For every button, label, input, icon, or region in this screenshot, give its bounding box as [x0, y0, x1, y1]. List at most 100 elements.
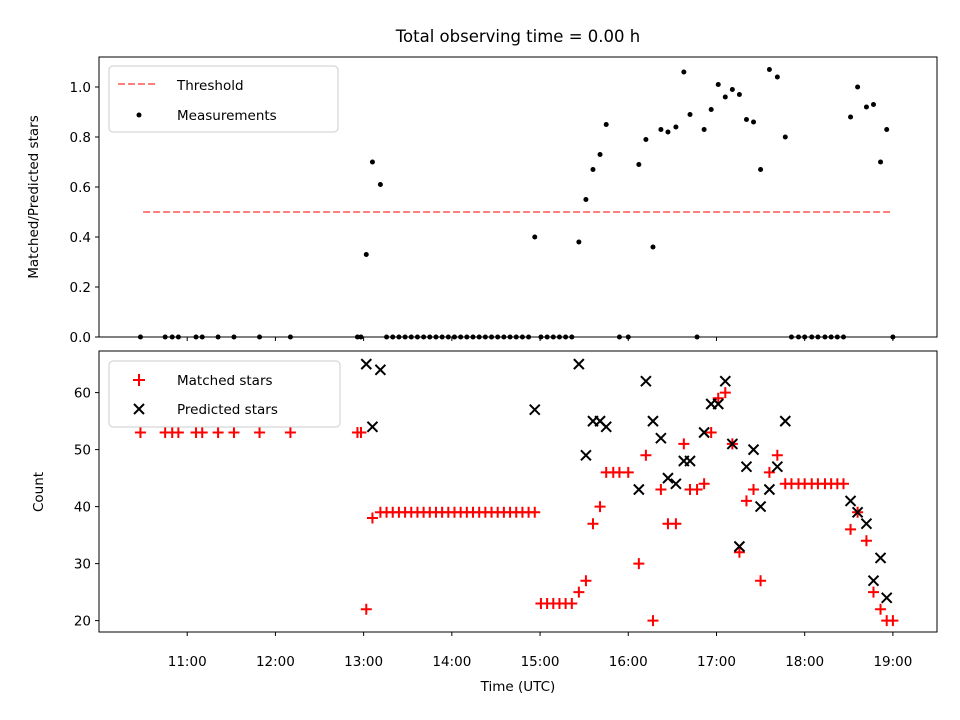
measurement-point [445, 334, 451, 340]
matched-star-marker [748, 484, 760, 496]
measurement-point [451, 334, 457, 340]
matched-star-marker [712, 392, 724, 404]
legend-measurements-swatch [136, 112, 142, 118]
measurement-point [489, 334, 495, 340]
predicted-star-marker [366, 421, 379, 433]
measurement-point [544, 334, 550, 340]
x-tick-label: 15:00 [521, 654, 560, 670]
predicted-star-marker [633, 483, 645, 496]
measurement-point [658, 127, 664, 132]
measurement-point [162, 334, 168, 340]
measurement-point [414, 334, 420, 340]
measurement-point [402, 334, 408, 340]
measurement-point [834, 334, 840, 340]
matched-star-marker [633, 558, 645, 570]
measurement-point [513, 334, 519, 340]
measurement-point [369, 159, 375, 165]
measurement-point [870, 102, 876, 107]
measurement-point [751, 119, 757, 125]
matched-star-marker [755, 575, 767, 587]
x-axis-label: Time (UTC) [480, 679, 556, 695]
matched-star-marker [284, 427, 296, 439]
measurement-point [495, 334, 501, 340]
predicted-star-marker [647, 415, 659, 427]
predicted-star-marker [747, 443, 760, 456]
measurement-point [643, 137, 649, 142]
measurement-point [507, 334, 513, 340]
measurement-point [822, 334, 828, 340]
matched-star-marker [845, 523, 857, 535]
measurement-point [427, 334, 433, 340]
measurement-point [774, 74, 780, 80]
matched-star-marker [254, 427, 266, 439]
matched-star-marker [573, 586, 585, 598]
measurement-point [519, 334, 525, 340]
predicted-star-marker [684, 455, 696, 467]
measurement-point [758, 167, 764, 172]
predicted-star-marker [867, 574, 880, 587]
chart-title: Total observing time = 0.00 h [395, 27, 640, 46]
top-y-tick-label: 0.2 [70, 280, 91, 296]
measurement-point [743, 117, 749, 122]
measurement-point [482, 334, 488, 340]
matched-star-marker [860, 535, 872, 547]
matched-star-marker [566, 598, 578, 610]
predicted-star-marker [662, 472, 674, 484]
matched-star-marker [587, 518, 599, 530]
matched-star-marker [196, 427, 208, 439]
predicted-star-marker [712, 398, 724, 410]
predicted-star-marker [360, 358, 372, 370]
predicted-star-marker [740, 460, 753, 473]
matched-star-marker [875, 603, 887, 615]
bottom-axes-frame [98, 350, 938, 633]
measurement-point [650, 244, 656, 250]
predicted-star-marker [698, 426, 710, 439]
matched-star-marker [228, 427, 240, 439]
matched-star-marker [771, 449, 783, 461]
matched-star-marker [670, 518, 682, 530]
measurement-point [501, 334, 507, 340]
matched-star-marker [580, 575, 592, 587]
measurement-point [363, 252, 369, 257]
measurement-point [439, 334, 445, 340]
top-y-tick-label: 0.8 [70, 130, 91, 146]
matched-star-marker [172, 427, 184, 439]
measurement-point [526, 334, 532, 340]
measurement-point [470, 334, 476, 340]
measurement-point [729, 87, 735, 92]
matched-star-marker [887, 615, 899, 627]
measurement-point [563, 334, 569, 340]
measurement-point [231, 334, 237, 340]
measurement-point [788, 334, 794, 340]
measurement-point [464, 334, 470, 340]
measurement-point [681, 69, 687, 75]
measurement-point [287, 334, 293, 340]
matched-star-marker [733, 546, 745, 558]
measurement-point [616, 334, 622, 340]
predicted-star-marker [754, 500, 767, 513]
measurement-point [390, 334, 396, 340]
measurement-point [169, 334, 175, 340]
matched-star-marker [360, 603, 372, 615]
measurement-point [815, 334, 821, 340]
measurement-point [175, 334, 181, 340]
top-y-tick-label: 0.6 [70, 180, 91, 196]
matched-star-marker [655, 484, 667, 496]
measurement-point [433, 334, 439, 340]
matched-star-marker [212, 427, 224, 439]
predicted-star-marker [844, 495, 857, 507]
measurement-point [722, 94, 728, 100]
measurement-point [715, 82, 721, 87]
bottom-y-tick-label: 60 [74, 386, 91, 402]
legend-predicted-label: Predicted stars [177, 402, 278, 418]
predicted-star-marker [600, 421, 612, 433]
measurement-point [636, 162, 642, 167]
predicted-star-marker [779, 415, 791, 427]
top-y-tick-label: 0.4 [70, 230, 91, 246]
matched-star-marker [763, 466, 775, 478]
predicted-star-marker [580, 449, 592, 462]
measurement-point [257, 334, 263, 340]
measurement-point [855, 84, 861, 90]
top-panel: 0.0 0.2 0.4 0.6 0.8 1.0 Matched/Predicted sta… [26, 56, 938, 346]
measurement-point [665, 129, 671, 135]
